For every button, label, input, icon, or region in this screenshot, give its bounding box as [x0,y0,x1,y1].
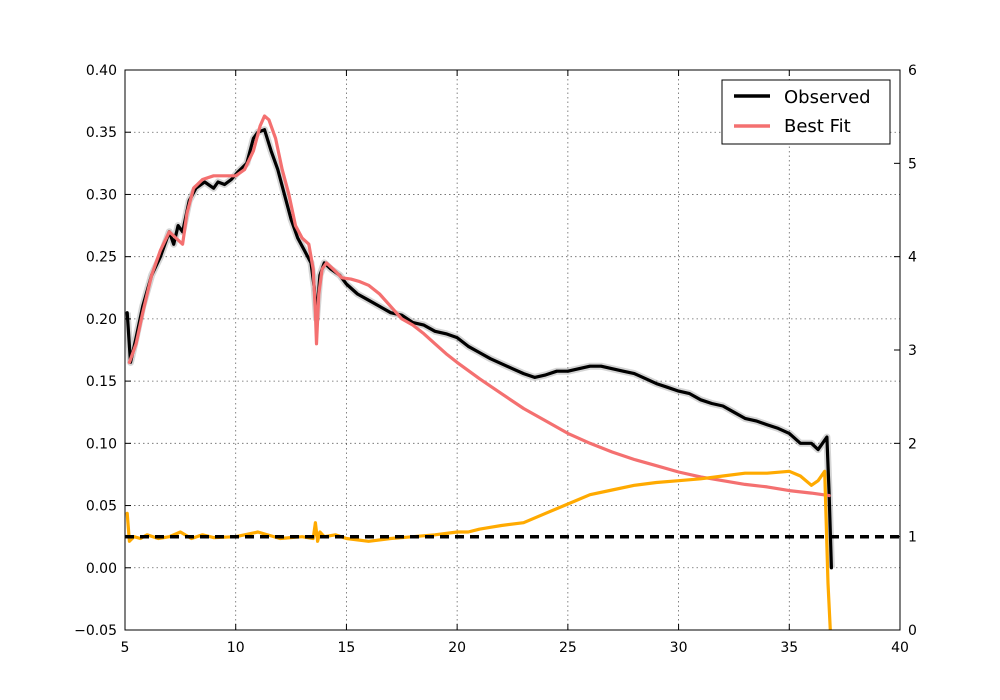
x-tick-label: 15 [338,640,356,656]
series-layer [125,114,900,630]
y2-tick-label: 6 [908,63,917,79]
axis-ticks: 5 10 15 20 25 30 35 40−0.050.000.050.100.150.20… [74,63,917,656]
y2-tick-label: 5 [908,156,917,172]
y-tick-label: 0.25 [86,250,117,266]
best-fit-line [127,114,831,498]
x-tick-label: 40 [891,640,909,656]
y2-tick-label: 3 [908,343,917,359]
observed-line [125,128,834,570]
legend-bestfit-label: Best Fit [784,116,851,137]
y-tick-label: 0.15 [86,374,117,390]
y2-tick-label: 0 [908,623,917,639]
y2-tick-label: 2 [908,436,917,452]
x-tick-label: 35 [780,640,798,656]
x-tick-label: 10 [227,640,245,656]
ratio-line [125,469,832,630]
legend: Observed Best Fit [721,79,891,145]
y-tick-label: 0.35 [86,125,117,141]
plot-frame [124,69,901,631]
y-tick-label: 0.30 [86,187,117,203]
y2-tick-label: 1 [908,530,917,546]
observed-uncertainty-band [125,126,835,568]
x-tick-label: 30 [670,640,688,656]
x-tick-label: 5 [121,640,130,656]
legend-box [721,79,891,145]
x-tick-label: 25 [559,640,577,656]
x-tick-label: 20 [448,640,466,656]
y-tick-label: 0.00 [86,561,117,577]
y-tick-label: −0.05 [74,623,117,639]
y-tick-label: 0.40 [86,63,117,79]
y2-tick-label: 4 [908,250,917,266]
y-tick-label: 0.10 [86,436,117,452]
y-tick-label: 0.05 [86,499,117,515]
legend-observed-label: Observed [784,87,871,108]
grid-lines [125,70,900,630]
y-tick-label: 0.20 [86,312,117,328]
